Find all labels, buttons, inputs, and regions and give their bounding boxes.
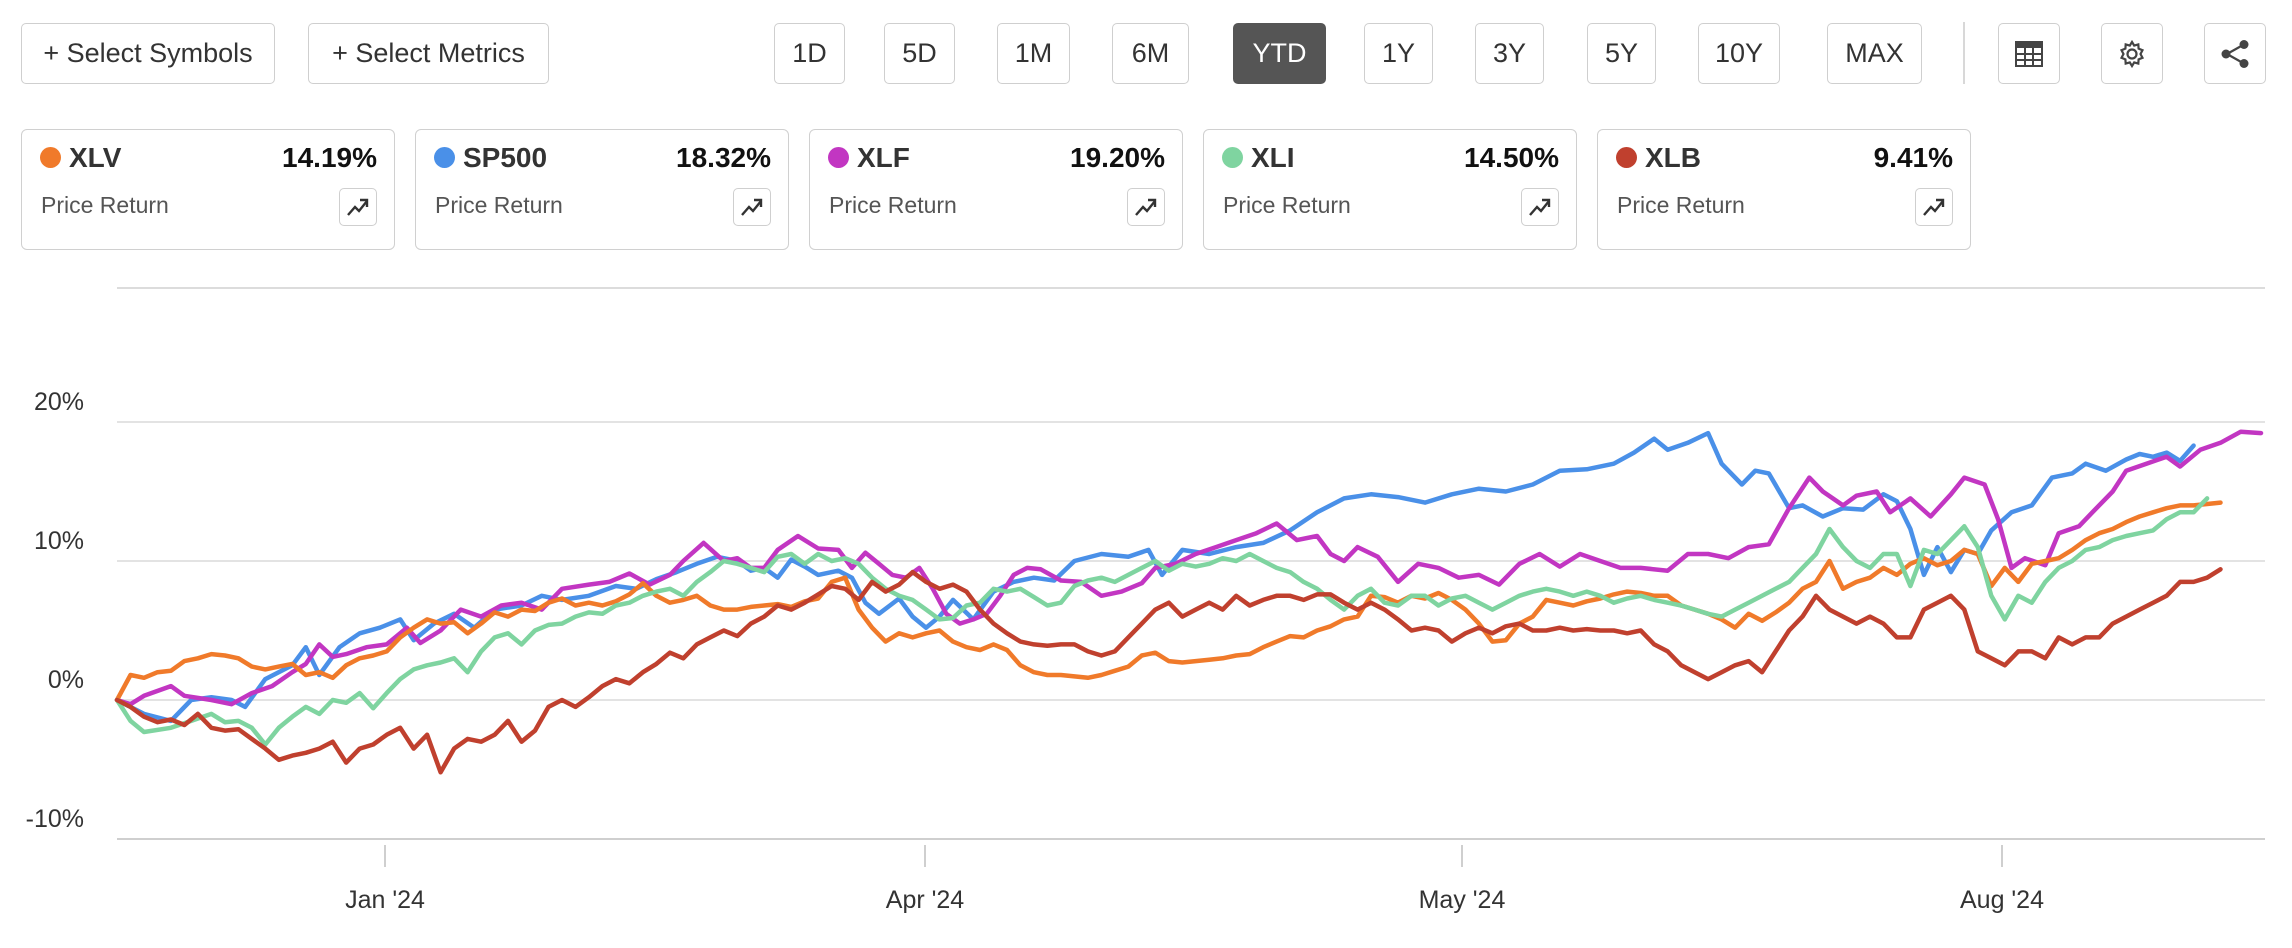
symbol-name[interactable]: SP500 [463,142,548,173]
series-color-dot [1222,147,1243,168]
return-value: 18.32% [676,142,771,173]
metric-label: Price Return [435,192,563,218]
trend-up-icon [347,198,369,216]
range-button-6m[interactable]: 6M [1112,23,1189,84]
y-tick-label: 0% [48,666,84,694]
range-button-ytd[interactable]: YTD [1233,23,1326,84]
return-value: 9.41% [1873,142,1953,173]
x-tick-label: Apr '24 [886,886,965,914]
metric-label: Price Return [1223,192,1351,218]
return-value: 14.19% [282,142,377,173]
range-button-1d[interactable]: 1D [774,23,845,84]
y-tick-label: 20% [34,388,84,416]
trend-up-icon [741,198,763,216]
trend-up-icon [1923,198,1945,216]
x-tick-label: May '24 [1419,886,1506,914]
share-icon [2221,39,2249,68]
range-button-5d[interactable]: 5D [884,23,955,84]
y-tick-label: -10% [26,805,84,833]
range-button-max[interactable]: MAX [1827,23,1922,84]
share-button[interactable] [2204,23,2266,84]
chart-type-button[interactable] [1915,188,1953,226]
symbol-card-xli[interactable]: XLI 14.50% Price Return [1203,129,1577,250]
table-icon [2015,40,2043,67]
series-line-xli [114,496,2210,747]
trend-up-icon [1135,198,1157,216]
x-tick-label: Aug '24 [1960,886,2044,914]
range-button-10y[interactable]: 10Y [1698,23,1780,84]
symbol-card-xlb[interactable]: XLB 9.41% Price Return [1597,129,1971,250]
symbol-name[interactable]: XLV [69,142,122,173]
range-button-3y[interactable]: 3Y [1475,23,1544,84]
select-symbols-button[interactable]: + Select Symbols [21,23,275,84]
symbol-name[interactable]: XLI [1251,142,1295,173]
chart-type-button[interactable] [1127,188,1165,226]
metric-label: Price Return [829,192,957,218]
settings-button[interactable] [2101,23,2163,84]
chart-type-button[interactable] [339,188,377,226]
table-view-button[interactable] [1998,23,2060,84]
chart-type-button[interactable] [733,188,771,226]
trend-up-icon [1529,198,1551,216]
metric-label: Price Return [1617,192,1745,218]
toolbar-divider [1963,22,1965,84]
series-line-xlv [114,500,2223,703]
symbol-card-sp500[interactable]: SP500 18.32% Price Return [415,129,789,250]
symbol-name[interactable]: XLB [1645,142,1701,173]
y-tick-label: 10% [34,527,84,555]
gear-icon [2119,39,2145,68]
range-button-1m[interactable]: 1M [997,23,1070,84]
series-color-dot [40,147,61,168]
symbol-name[interactable]: XLF [857,142,910,173]
symbol-card-xlf[interactable]: XLF 19.20% Price Return [809,129,1183,250]
series-color-dot [1616,147,1637,168]
return-value: 19.20% [1070,142,1165,173]
series-line-xlf [114,429,2264,707]
select-metrics-button[interactable]: + Select Metrics [308,23,549,84]
series-color-dot [434,147,455,168]
price-return-chart: -10% 0% 10% 20% Jan '24 Apr '24 May '24 Aug '24 [26,287,2265,914]
series-line-xlb [114,567,2223,775]
x-tick-label: Jan '24 [345,886,425,914]
metric-label: Price Return [41,192,169,218]
series-color-dot [828,147,849,168]
range-button-5y[interactable]: 5Y [1587,23,1656,84]
return-value: 14.50% [1464,142,1559,173]
symbol-card-xlv[interactable]: XLV 14.19% Price Return [21,129,395,250]
range-button-1y[interactable]: 1Y [1364,23,1433,84]
chart-type-button[interactable] [1521,188,1559,226]
series-line-sp500 [114,430,2196,724]
